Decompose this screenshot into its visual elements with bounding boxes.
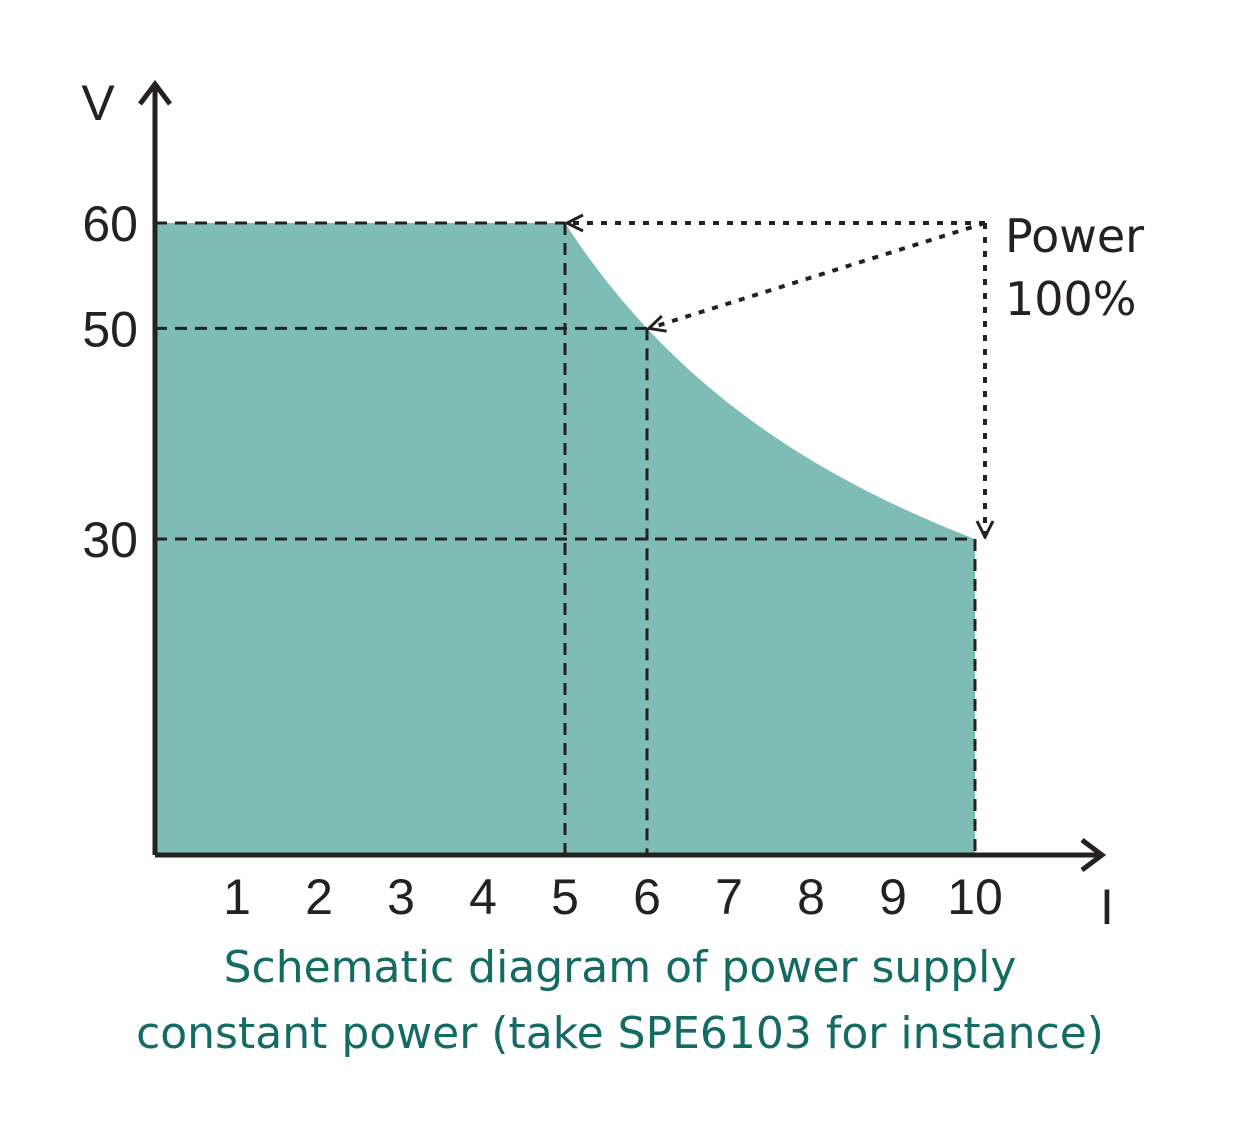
x-tick-label-10: 10 [947, 869, 1003, 925]
x-tick-label-8: 8 [797, 869, 825, 925]
y-tick-label-60: 60 [82, 196, 138, 252]
power-arrow-to-6a [649, 221, 986, 328]
power-label-line-2: 100% [1005, 272, 1137, 326]
x-tick-label-6: 6 [633, 869, 661, 925]
y-axis-label: V [81, 75, 115, 131]
power-label-line-1: Power [1005, 209, 1144, 263]
y-axis-arrowhead [138, 79, 172, 106]
caption-line-1: Schematic diagram of power supply [223, 942, 1017, 993]
x-tick-label-1: 1 [223, 869, 251, 925]
y-tick-label-30: 30 [82, 512, 138, 568]
x-tick-label-4: 4 [469, 869, 497, 925]
y-tick-label-50: 50 [82, 301, 138, 357]
x-tick-label-9: 9 [879, 869, 907, 925]
x-tick-label-5: 5 [551, 869, 579, 925]
x-tick-label-3: 3 [387, 869, 415, 925]
x-axis-arrowhead [1080, 838, 1107, 872]
x-axis-label: I [1100, 879, 1114, 935]
caption-line-2: constant power (take SPE6103 for instanc… [136, 1008, 1104, 1059]
x-tick-label-2: 2 [305, 869, 333, 925]
x-tick-label-7: 7 [715, 869, 743, 925]
